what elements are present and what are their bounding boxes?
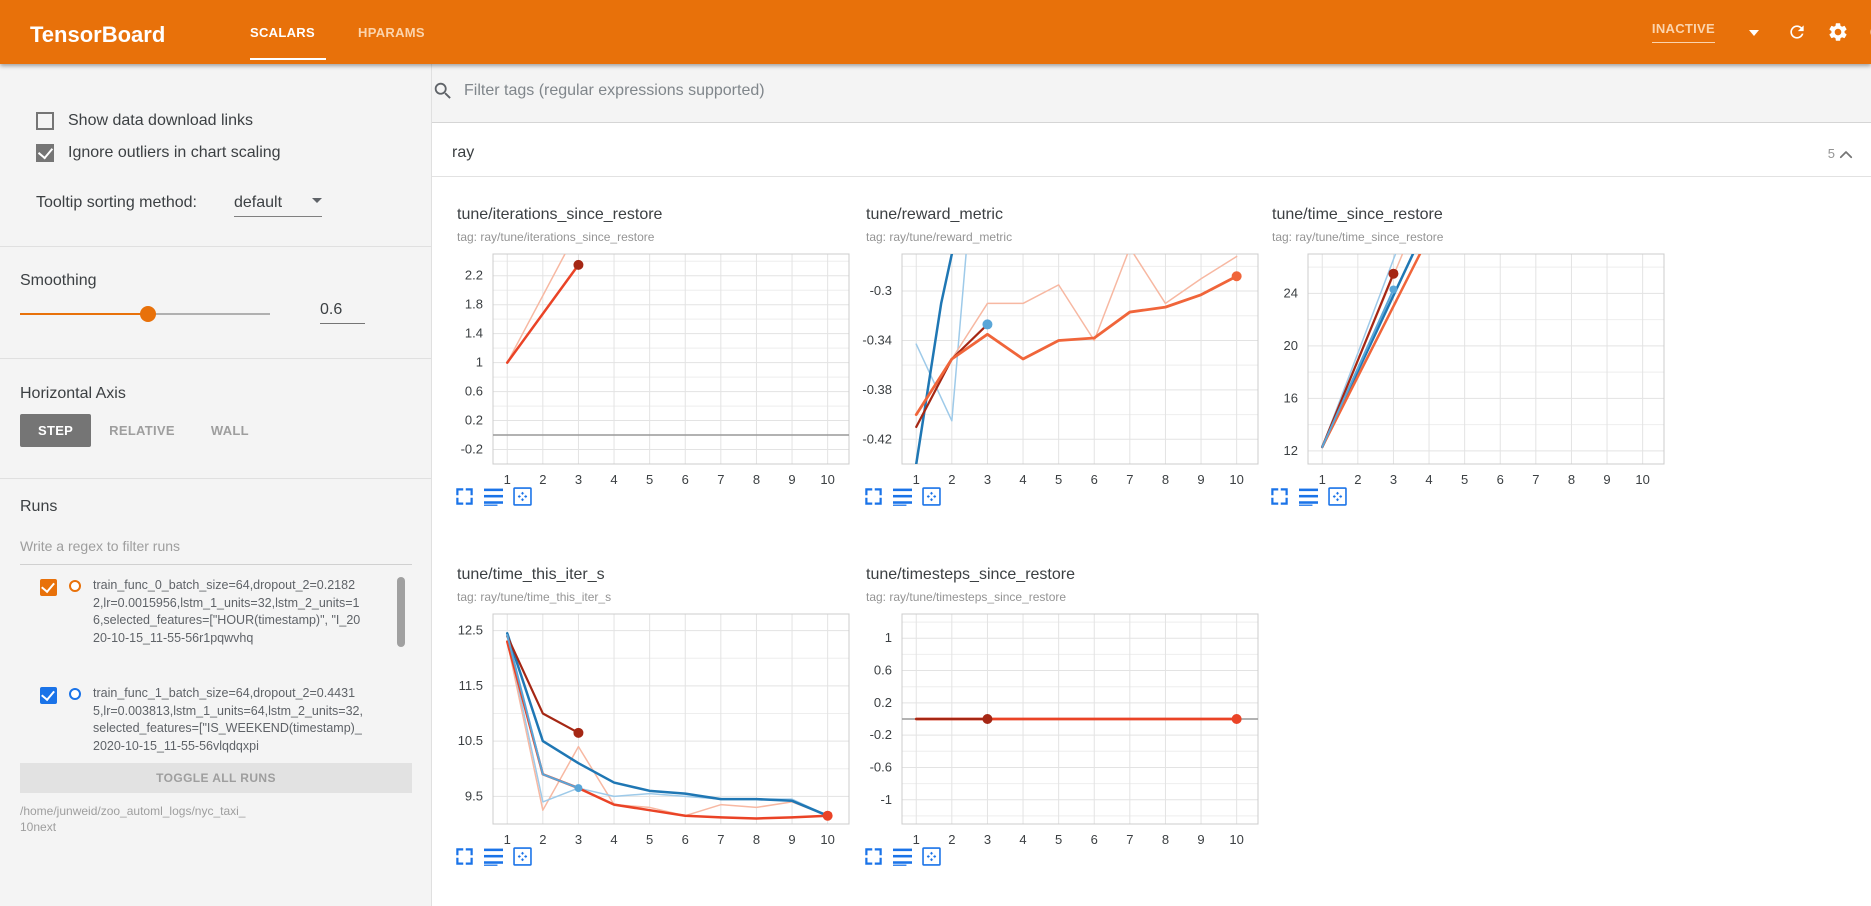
svg-text:2.2: 2.2 <box>465 268 483 283</box>
svg-text:9: 9 <box>1197 832 1204 847</box>
svg-text:1: 1 <box>504 472 511 487</box>
svg-text:-0.38: -0.38 <box>862 382 892 397</box>
svg-text:1: 1 <box>913 472 920 487</box>
svg-text:2: 2 <box>1354 472 1361 487</box>
svg-text:10: 10 <box>1229 832 1243 847</box>
svg-text:5: 5 <box>1055 472 1062 487</box>
svg-text:10: 10 <box>820 832 834 847</box>
svg-text:16: 16 <box>1284 390 1298 405</box>
svg-text:3: 3 <box>984 472 991 487</box>
svg-text:9: 9 <box>1603 472 1610 487</box>
svg-text:2: 2 <box>539 472 546 487</box>
svg-text:12.5: 12.5 <box>458 623 483 638</box>
svg-text:-0.42: -0.42 <box>862 431 892 446</box>
svg-text:1: 1 <box>1319 472 1326 487</box>
svg-text:5: 5 <box>1055 832 1062 847</box>
svg-text:7: 7 <box>1126 472 1133 487</box>
svg-text:0.6: 0.6 <box>874 663 892 678</box>
svg-text:1.4: 1.4 <box>465 326 483 341</box>
svg-text:5: 5 <box>1461 472 1468 487</box>
svg-text:4: 4 <box>610 472 617 487</box>
svg-text:8: 8 <box>753 832 760 847</box>
svg-text:3: 3 <box>575 472 582 487</box>
svg-text:7: 7 <box>1532 472 1539 487</box>
svg-text:11.5: 11.5 <box>459 678 483 693</box>
svg-text:2: 2 <box>948 472 955 487</box>
svg-text:4: 4 <box>1019 472 1026 487</box>
svg-text:12: 12 <box>1284 443 1298 458</box>
svg-text:-0.3: -0.3 <box>870 283 892 298</box>
svg-text:5: 5 <box>646 472 653 487</box>
svg-text:-0.2: -0.2 <box>461 442 483 457</box>
svg-text:1: 1 <box>885 630 892 645</box>
svg-text:5: 5 <box>646 832 653 847</box>
svg-text:9.5: 9.5 <box>465 788 483 803</box>
svg-text:9: 9 <box>1197 472 1204 487</box>
svg-text:7: 7 <box>717 472 724 487</box>
svg-text:9: 9 <box>788 472 795 487</box>
svg-text:10: 10 <box>820 472 834 487</box>
svg-text:6: 6 <box>1091 472 1098 487</box>
svg-text:0.2: 0.2 <box>874 695 892 710</box>
svg-text:4: 4 <box>1425 472 1432 487</box>
svg-text:0.2: 0.2 <box>465 413 483 428</box>
svg-text:-0.6: -0.6 <box>870 759 892 774</box>
svg-text:2: 2 <box>539 832 546 847</box>
svg-text:-0.2: -0.2 <box>870 727 892 742</box>
svg-text:9: 9 <box>788 832 795 847</box>
svg-text:3: 3 <box>575 832 582 847</box>
svg-text:1: 1 <box>476 355 483 370</box>
svg-text:10: 10 <box>1635 472 1649 487</box>
svg-text:1: 1 <box>913 832 920 847</box>
svg-text:8: 8 <box>1162 832 1169 847</box>
svg-text:2: 2 <box>948 832 955 847</box>
svg-text:7: 7 <box>717 832 724 847</box>
svg-text:1: 1 <box>504 832 511 847</box>
svg-text:3: 3 <box>984 832 991 847</box>
svg-text:10: 10 <box>1229 472 1243 487</box>
svg-text:1.8: 1.8 <box>465 297 483 312</box>
svg-text:-1: -1 <box>880 792 892 807</box>
svg-text:6: 6 <box>682 472 689 487</box>
svg-text:6: 6 <box>682 832 689 847</box>
svg-text:8: 8 <box>1162 472 1169 487</box>
svg-text:4: 4 <box>1019 832 1026 847</box>
svg-text:7: 7 <box>1126 832 1133 847</box>
svg-text:4: 4 <box>610 832 617 847</box>
svg-text:0.6: 0.6 <box>465 384 483 399</box>
svg-text:8: 8 <box>753 472 760 487</box>
svg-text:10.5: 10.5 <box>458 733 483 748</box>
svg-text:-0.34: -0.34 <box>862 332 892 347</box>
svg-text:20: 20 <box>1284 338 1298 353</box>
svg-text:24: 24 <box>1284 285 1298 300</box>
svg-text:3: 3 <box>1390 472 1397 487</box>
svg-text:6: 6 <box>1091 832 1098 847</box>
svg-text:8: 8 <box>1568 472 1575 487</box>
svg-text:6: 6 <box>1497 472 1504 487</box>
